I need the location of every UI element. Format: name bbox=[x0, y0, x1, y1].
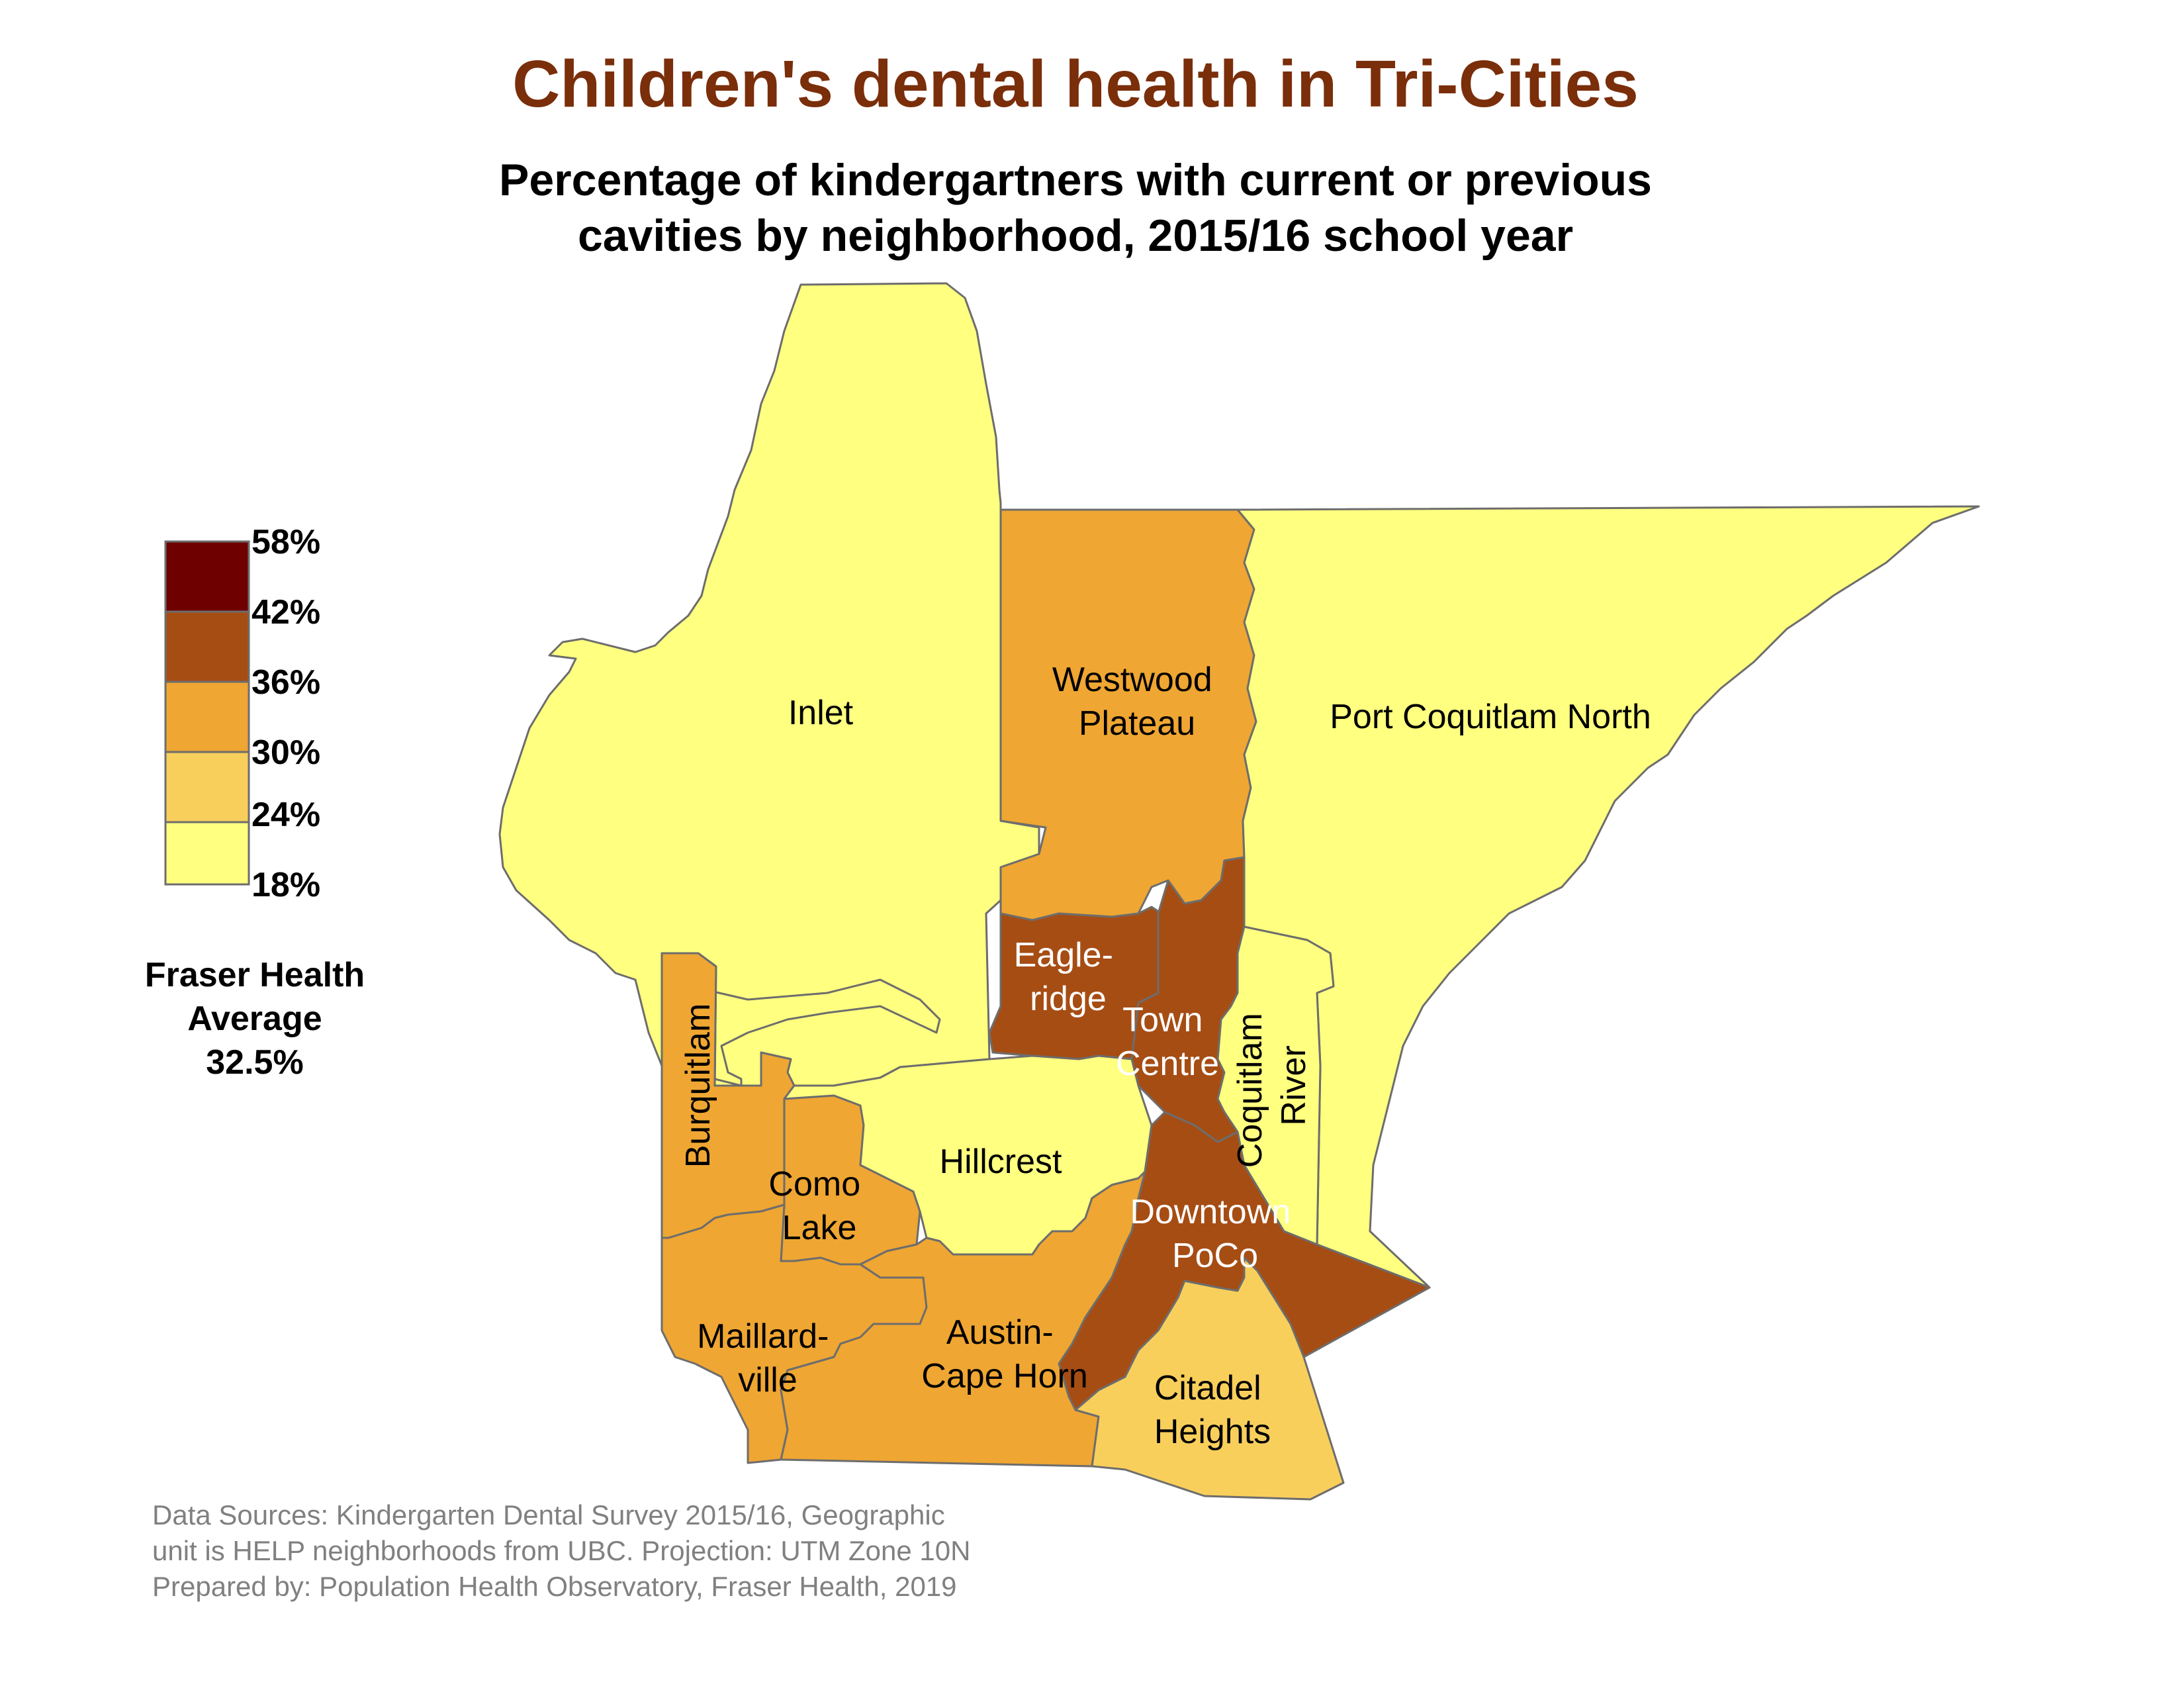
map-subtitle-line-1: Percentage of kindergartners with curren… bbox=[498, 155, 1652, 205]
region-citadel-heights[interactable] bbox=[1074, 1256, 1345, 1501]
neighborhood-labels: Inlet Westwood Plateau Port Coquitlam No… bbox=[679, 661, 1651, 1451]
average-line-3: 32.5% bbox=[206, 1043, 304, 1082]
source-line-3: Prepared by: Population Health Observato… bbox=[152, 1571, 957, 1602]
label-downtown-poco: Downtown PoCo bbox=[1130, 1193, 1300, 1275]
legend-break-30: 30% bbox=[251, 733, 320, 772]
map-subtitle-line-2: cavities by neighborhood, 2015/16 school… bbox=[577, 211, 1574, 261]
legend-break-36: 36% bbox=[251, 663, 320, 702]
source-line-2: unit is HELP neighborhoods from UBC. Pro… bbox=[152, 1535, 971, 1566]
legend-swatch-18-24 bbox=[164, 821, 250, 886]
source-line-1: Data Sources: Kindergarten Dental Survey… bbox=[152, 1499, 945, 1530]
average-line-2: Average bbox=[187, 1000, 322, 1038]
label-coquitlam-river: Coquitlam River bbox=[1231, 1004, 1313, 1168]
legend-break-18: 18% bbox=[251, 866, 320, 904]
region-port-coquitlam-north[interactable] bbox=[1236, 505, 1980, 1289]
label-burquitlam: Burquitlam bbox=[679, 1004, 717, 1168]
legend-swatch-36-42 bbox=[164, 610, 250, 683]
label-westwood-plateau: Westwood Plateau bbox=[1052, 661, 1222, 743]
label-maillardville: Maillard- ville bbox=[697, 1317, 839, 1399]
label-port-coquitlam-north: Port Coquitlam North bbox=[1330, 698, 1651, 736]
label-town-centre: Town Centre bbox=[1116, 1001, 1219, 1083]
label-eagle-ridge: Eagle- ridge bbox=[1014, 936, 1123, 1018]
label-citadel-heights: Citadel Heights bbox=[1154, 1369, 1271, 1451]
region-inlet[interactable] bbox=[498, 282, 1040, 1087]
label-austin-cape-horn: Austin- Cape Horn bbox=[921, 1313, 1087, 1395]
label-hillcrest: Hillcrest bbox=[940, 1143, 1062, 1181]
legend-break-42: 42% bbox=[251, 593, 320, 632]
legend-break-24: 24% bbox=[251, 796, 320, 834]
region-austin-cape-horn[interactable] bbox=[780, 1170, 1146, 1468]
average-line-1: Fraser Health bbox=[144, 956, 365, 994]
neighborhood-polygons bbox=[498, 282, 1980, 1501]
fraser-health-average: Fraser Health Average 32.5% bbox=[106, 953, 404, 1084]
label-como-lake: Como Lake bbox=[768, 1165, 870, 1247]
data-sources-note: Data Sources: Kindergarten Dental Survey… bbox=[152, 1497, 970, 1605]
legend-swatch-24-30 bbox=[164, 751, 250, 823]
map-title: Children's dental health in Tri-Cities bbox=[512, 47, 1639, 121]
legend-break-58: 58% bbox=[251, 523, 320, 561]
legend-swatch-42-58 bbox=[164, 540, 250, 613]
label-inlet: Inlet bbox=[788, 694, 854, 732]
legend: 58% 42% 36% 30% 24% 18% bbox=[164, 523, 320, 904]
legend-swatch-30-36 bbox=[164, 680, 250, 753]
